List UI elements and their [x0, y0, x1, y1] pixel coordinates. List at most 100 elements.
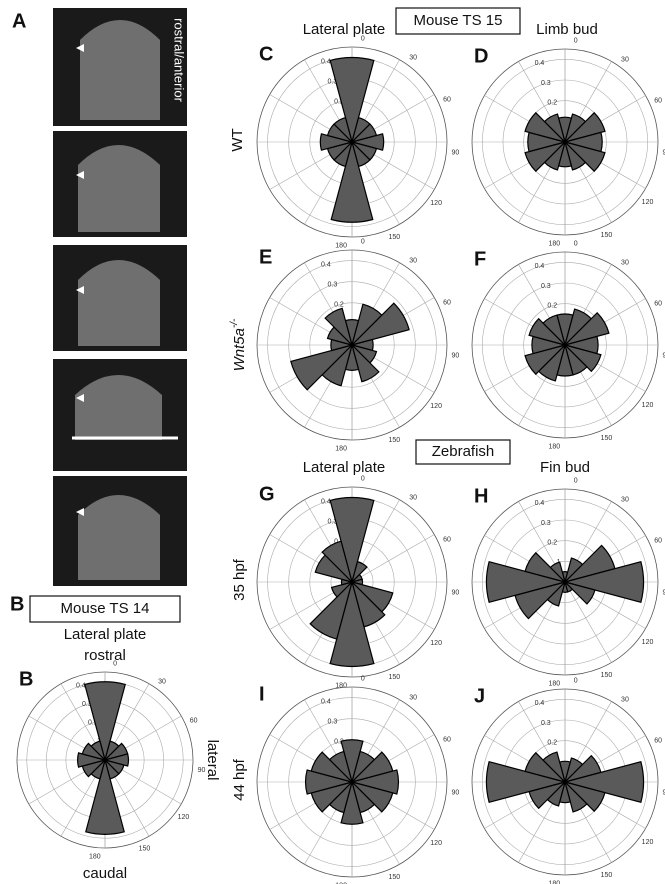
angle-tick-label: 30	[409, 258, 417, 265]
r-tick-label: 0.4	[535, 263, 545, 270]
panel-letter: J	[474, 685, 485, 707]
angle-tick-label: 150	[388, 437, 400, 444]
panel-letter: I	[259, 683, 265, 705]
column-title: Lateral plate	[64, 626, 147, 643]
r-tick-label: 0.3	[328, 719, 338, 726]
angle-tick-label: 60	[654, 300, 662, 307]
angle-tick-label: 150	[601, 872, 613, 879]
angle-tick-label: 180	[335, 445, 347, 452]
r-tick-label: 0.3	[328, 282, 338, 289]
angle-tick-label: 0	[574, 240, 578, 247]
angle-tick-label: 120	[430, 403, 442, 410]
panel-letter: H	[474, 485, 488, 507]
r-tick-label: 0.2	[547, 540, 557, 547]
angle-tick-label: 0	[113, 660, 117, 667]
angle-tick-label: 150	[388, 234, 400, 241]
r-tick-label: 0.4	[321, 499, 331, 506]
angle-tick-label: 150	[388, 874, 400, 881]
panel-letter: A	[12, 10, 26, 32]
r-tick-label: 0.3	[541, 520, 551, 527]
angle-tick-label: 120	[642, 639, 654, 646]
angle-tick-label: 60	[654, 537, 662, 544]
angle-tick-label: 30	[409, 55, 417, 62]
angle-tick-label: 120	[178, 814, 190, 821]
figure: A rostral/anterior B Mouse TS 14 Lateral…	[0, 0, 665, 884]
row-title: WT	[229, 128, 246, 151]
angle-tick-label: 120	[642, 839, 654, 846]
angle-tick-label: 30	[409, 495, 417, 502]
direction-label: rostral	[84, 647, 126, 664]
angle-tick-label: 120	[430, 840, 442, 847]
angle-tick-label: 30	[409, 695, 417, 702]
angle-tick-label: 0	[361, 238, 365, 245]
angle-tick-label: 180	[548, 240, 560, 247]
angle-tick-label: 150	[601, 672, 613, 679]
r-tick-label: 0.4	[321, 59, 331, 66]
r-tick-label: 0.3	[541, 720, 551, 727]
angle-tick-label: 0	[361, 35, 365, 42]
r-tick-label: 0.2	[547, 100, 557, 107]
angle-tick-label: 0	[361, 675, 365, 682]
angle-tick-label: 0	[574, 677, 578, 684]
angle-tick-label: 150	[601, 232, 613, 239]
r-tick-label: 0.4	[321, 262, 331, 269]
panel-letter: G	[259, 483, 275, 505]
angle-tick-label: 180	[548, 443, 560, 450]
angle-tick-label: 180	[335, 242, 347, 249]
panel-letter: C	[259, 43, 273, 65]
r-tick-label: 0.3	[541, 80, 551, 87]
panel-letter: B	[10, 593, 24, 615]
group-title: Zebrafish	[432, 443, 495, 460]
panel-letter: E	[259, 246, 272, 268]
row-title: 44 hpf	[231, 758, 248, 801]
angle-tick-label: 150	[388, 674, 400, 681]
angle-tick-label: 60	[443, 537, 451, 544]
panel-letter: F	[474, 248, 486, 270]
r-tick-label: 0.4	[76, 682, 86, 689]
gene-name: Wnt5a	[231, 328, 248, 371]
direction-label: caudal	[83, 865, 127, 882]
angle-tick-label: 180	[548, 680, 560, 687]
r-tick-label: 0.2	[547, 740, 557, 747]
angle-tick-label: 120	[430, 640, 442, 647]
angle-tick-label: 180	[548, 880, 560, 884]
column-title: Fin bud	[540, 459, 590, 476]
angle-tick-label: 150	[139, 845, 151, 852]
panel-letter: B	[19, 668, 33, 690]
angle-tick-label: 90	[452, 790, 460, 797]
angle-tick-label: 30	[158, 678, 166, 685]
angle-tick-label: 30	[621, 56, 629, 63]
angle-tick-label: 60	[443, 97, 451, 104]
r-tick-label: 0.2	[547, 303, 557, 310]
angle-tick-label: 60	[654, 737, 662, 744]
angle-tick-label: 30	[621, 696, 629, 703]
r-tick-label: 0.4	[535, 60, 545, 67]
angle-tick-label: 90	[452, 590, 460, 597]
direction-label: lateral	[204, 740, 221, 781]
orientation-label: rostral/anterior	[172, 18, 187, 102]
group-title: Mouse TS 14	[61, 600, 150, 617]
angle-tick-label: 0	[574, 37, 578, 44]
angle-tick-label: 90	[452, 353, 460, 360]
row-title: Wnt5a-/-	[229, 318, 248, 371]
angle-tick-label: 0	[361, 475, 365, 482]
r-tick-label: 0.3	[541, 283, 551, 290]
angle-tick-label: 60	[443, 300, 451, 307]
genotype: -/-	[229, 318, 240, 328]
column-title: Limb bud	[536, 21, 598, 38]
angle-tick-label: 120	[430, 200, 442, 207]
angle-tick-label: 90	[452, 150, 460, 157]
panel-letter: D	[474, 45, 488, 67]
r-tick-label: 0.4	[321, 699, 331, 706]
group-title: Mouse TS 15	[414, 12, 503, 29]
angle-tick-label: 180	[89, 853, 101, 860]
r-tick-label: 0.4	[535, 700, 545, 707]
angle-tick-label: 0	[574, 477, 578, 484]
column-title: Lateral plate	[303, 459, 386, 476]
angle-tick-label: 120	[642, 402, 654, 409]
row-title: 35 hpf	[231, 558, 248, 601]
r-tick-label: 0.4	[535, 500, 545, 507]
angle-tick-label: 30	[621, 496, 629, 503]
angle-tick-label: 60	[190, 717, 198, 724]
angle-tick-label: 120	[642, 199, 654, 206]
